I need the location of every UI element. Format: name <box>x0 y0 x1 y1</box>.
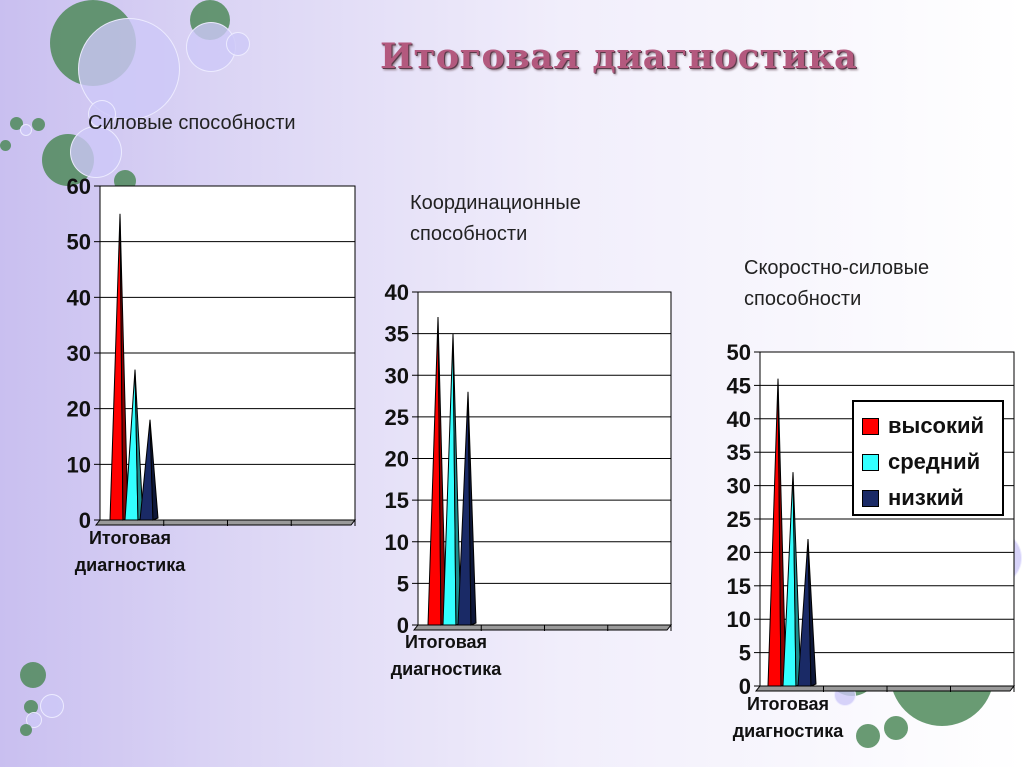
y-tick-label: 10 <box>67 452 91 477</box>
y-tick-label: 20 <box>727 540 751 565</box>
y-tick-label: 35 <box>727 440 751 465</box>
category-label: диагностика <box>733 721 845 741</box>
bar-2-side <box>467 391 477 626</box>
y-tick-label: 20 <box>67 397 91 422</box>
bar-2-side <box>149 419 159 521</box>
decor-circle <box>884 716 908 740</box>
decor-circle <box>26 712 42 728</box>
y-tick-label: 35 <box>385 322 409 347</box>
y-tick-label: 40 <box>727 407 751 432</box>
decor-circle <box>10 117 23 130</box>
legend-label-medium: средний <box>888 449 981 474</box>
decor-circle <box>856 724 880 748</box>
y-tick-label: 5 <box>739 641 751 666</box>
y-tick-label: 30 <box>67 341 91 366</box>
decor-circle <box>20 124 32 136</box>
category-label: диагностика <box>391 659 503 679</box>
decor-circle <box>70 126 122 178</box>
legend-swatch-medium <box>862 453 879 471</box>
category-label: Итоговая <box>405 632 487 652</box>
y-tick-label: 50 <box>67 230 91 255</box>
y-tick-label: 5 <box>397 571 409 596</box>
legend-swatch-low <box>862 489 879 507</box>
decor-circle <box>24 700 38 714</box>
y-tick-label: 15 <box>727 574 751 599</box>
category-label: диагностика <box>75 555 187 575</box>
y-tick-label: 40 <box>67 285 91 310</box>
chart-title-strength: Силовые способности <box>88 112 296 134</box>
y-tick-label: 25 <box>385 405 409 430</box>
chart-coordination: 0 5 10 15 20 25 30 35 40 Итоговая диагностика <box>385 280 673 679</box>
y-tick-label: 15 <box>385 488 409 513</box>
legend-label-low: низкий <box>888 485 964 510</box>
bar-2-side <box>807 539 817 687</box>
chart-strength: 0 10 20 30 40 50 60 Итоговая диагностика <box>67 174 357 575</box>
y-tick-label: 25 <box>727 507 751 532</box>
y-tick-label: 45 <box>727 373 751 398</box>
chart-title-coordination: Координационные способности <box>410 192 581 245</box>
y-tick-label: 10 <box>727 607 751 632</box>
legend-item-high: высокий <box>862 408 1002 444</box>
y-tick-label: 30 <box>727 474 751 499</box>
decor-circle <box>40 694 64 718</box>
category-label: Итоговая <box>89 528 171 548</box>
slide-title: Итоговая диагностика <box>380 36 858 77</box>
y-tick-label: 40 <box>385 280 409 305</box>
legend-item-low: низкий <box>862 480 1002 516</box>
y-tick-label: 50 <box>727 340 751 365</box>
category-label: Итоговая <box>747 694 829 714</box>
y-tick-label: 10 <box>385 530 409 555</box>
y-tick-label: 30 <box>385 363 409 388</box>
y-tick-label: 20 <box>385 447 409 472</box>
y-tick-label: 0 <box>397 613 409 638</box>
decor-circle <box>20 662 46 688</box>
legend-label-high: высокий <box>888 413 985 438</box>
plot-floor <box>94 519 357 526</box>
decor-circle <box>226 32 250 56</box>
y-tick-label: 60 <box>67 174 91 199</box>
decor-circle <box>0 140 11 151</box>
legend-swatch-high <box>862 417 879 435</box>
decor-circle <box>20 724 32 736</box>
y-tick-label: 0 <box>79 508 91 533</box>
legend-item-medium: средний <box>862 444 1002 480</box>
plot-floor <box>412 624 673 631</box>
chart-title-speed-strength: Скоростно-силовые способности <box>744 257 930 310</box>
chart-legend: высокий средний низкий <box>852 400 1004 516</box>
plot-floor <box>754 685 1016 692</box>
y-tick-label: 0 <box>739 674 751 699</box>
decor-circle <box>32 118 45 131</box>
